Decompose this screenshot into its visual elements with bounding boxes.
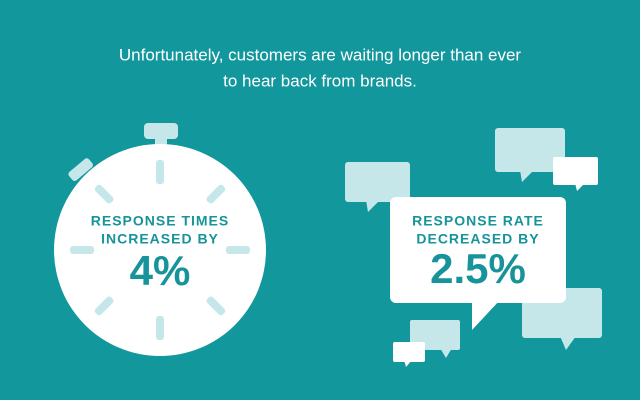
stat-label: RESPONSE TIMES xyxy=(91,213,229,229)
main-bubble-tail xyxy=(472,300,500,330)
stopwatch-crown xyxy=(144,123,178,139)
stopwatch-ticks xyxy=(70,160,250,340)
speech-bubbles: RESPONSE RATE DECREASED BY 2.5% xyxy=(345,128,602,367)
header-line: Unfortunately, customers are waiting lon… xyxy=(119,45,522,64)
header-line: to hear back from brands. xyxy=(223,71,417,90)
stat-label: DECREASED BY xyxy=(416,231,539,247)
stopwatch-button xyxy=(68,158,93,181)
stopwatch: RESPONSE TIMES INCREASED BY 4% xyxy=(54,123,266,356)
stat-value: 2.5% xyxy=(430,245,526,292)
stat-label: INCREASED BY xyxy=(101,231,219,247)
stat-label: RESPONSE RATE xyxy=(412,213,544,229)
main-bubble xyxy=(390,197,566,303)
stat-value: 4% xyxy=(130,247,191,294)
